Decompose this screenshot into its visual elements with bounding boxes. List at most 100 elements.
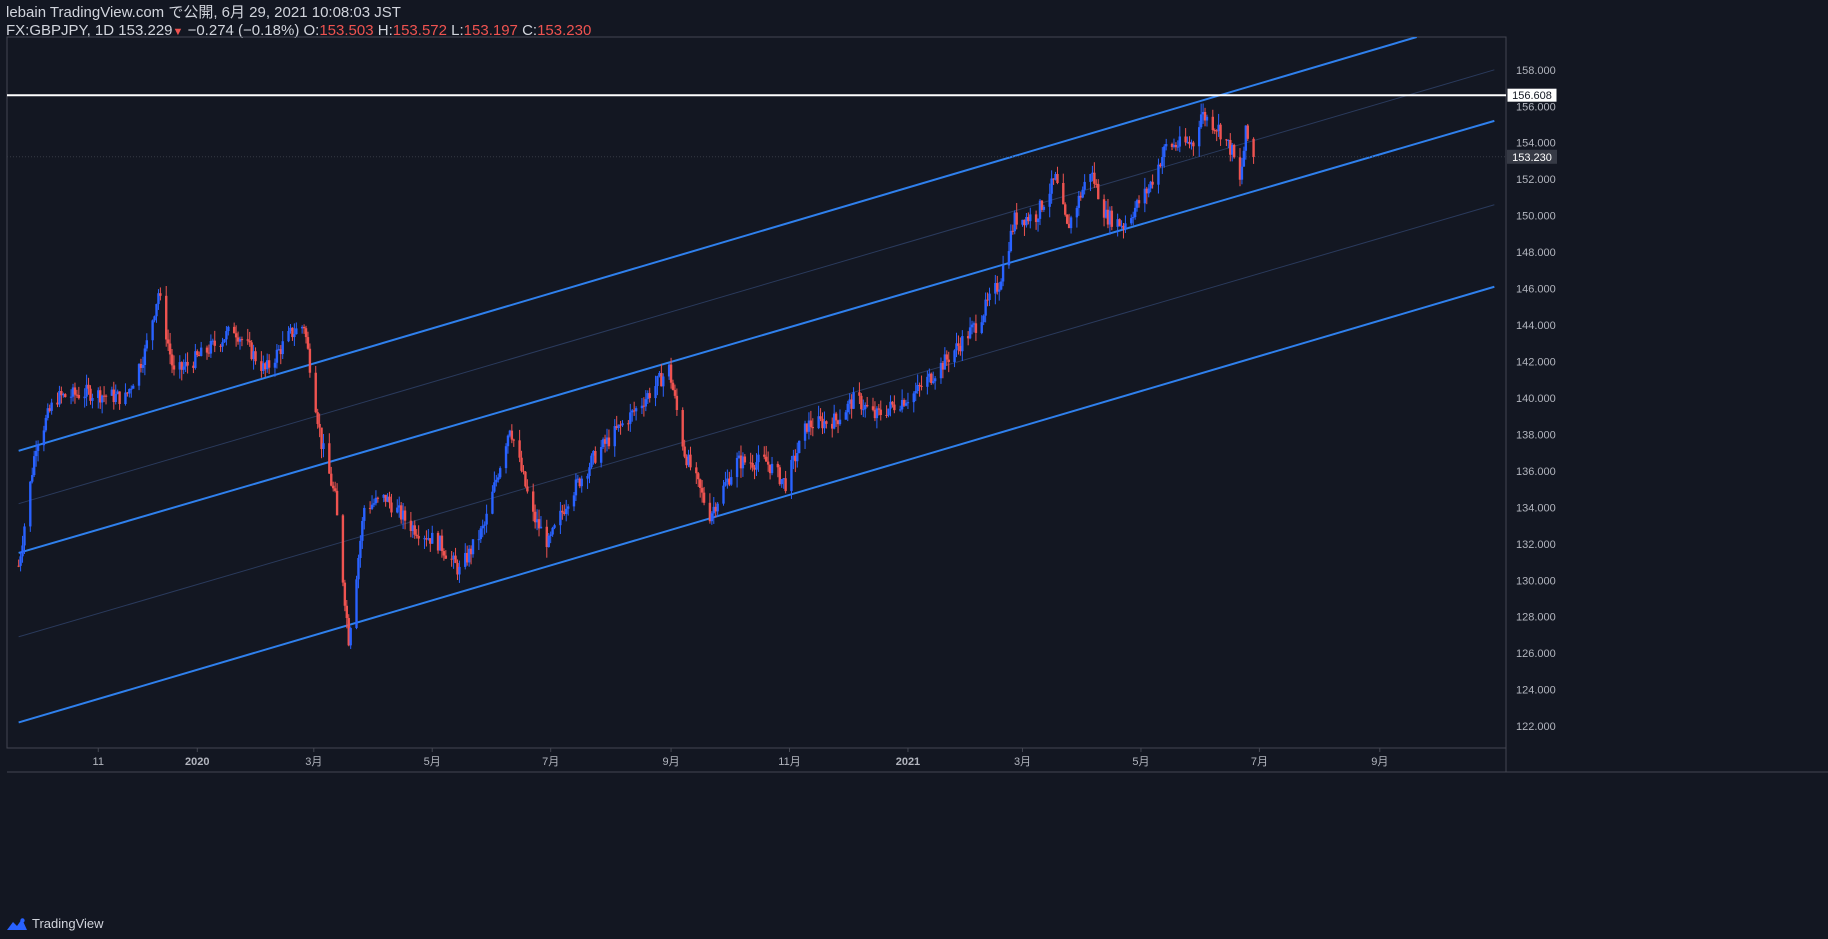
candle: [518, 429, 521, 463]
candle: [186, 352, 189, 374]
candle: [805, 423, 809, 434]
candle-body: [1231, 144, 1234, 155]
candle: [295, 322, 298, 335]
candle: [811, 418, 815, 437]
candle-body: [223, 339, 226, 343]
candle: [559, 501, 562, 534]
candle: [1054, 171, 1057, 181]
candle: [683, 439, 686, 459]
candle-body: [481, 525, 484, 529]
candle: [132, 383, 135, 389]
y-tick-label: 158.000: [1516, 65, 1556, 77]
candle: [644, 390, 648, 412]
candle-body: [770, 463, 774, 474]
candle-body: [493, 482, 496, 492]
candle: [100, 394, 104, 414]
candle: [654, 375, 657, 407]
candle: [409, 511, 413, 538]
candle-body: [320, 427, 323, 450]
candle-body: [1120, 225, 1123, 227]
candle-body: [939, 362, 943, 379]
x-tick-label: 2021: [896, 756, 920, 768]
candle-body: [19, 556, 22, 566]
candle: [912, 391, 915, 413]
candle-body: [982, 315, 985, 323]
candle-body: [768, 464, 772, 474]
y-tick-label: 134.000: [1516, 502, 1556, 514]
candle: [403, 506, 407, 530]
candle-body: [590, 455, 593, 468]
candle: [481, 519, 484, 538]
candle-body: [145, 340, 149, 349]
candle: [634, 406, 638, 421]
candle-body: [1064, 204, 1067, 215]
candle-body: [512, 439, 515, 441]
candle: [1176, 140, 1180, 151]
candle: [1027, 212, 1030, 225]
candle-body: [483, 524, 486, 526]
candle-body: [1027, 217, 1030, 222]
candle-body: [56, 402, 59, 405]
candle: [97, 387, 100, 409]
candle-body: [526, 486, 529, 492]
candle: [347, 614, 350, 647]
candle: [708, 493, 712, 524]
candle: [673, 384, 677, 399]
candle: [510, 424, 514, 444]
candle: [790, 455, 793, 499]
candle: [85, 374, 88, 407]
candle: [765, 445, 768, 462]
candle-body: [1040, 200, 1044, 210]
candle-body: [875, 408, 879, 419]
candle-body: [219, 345, 222, 347]
candle: [916, 374, 919, 394]
candle: [631, 408, 634, 422]
candle-body: [629, 412, 632, 424]
candle-body: [580, 478, 583, 487]
horizontal-level-price-label: 156.608: [1512, 90, 1552, 102]
candle: [19, 551, 22, 572]
candle-body: [415, 534, 418, 536]
candle: [184, 353, 187, 373]
candle: [279, 345, 282, 365]
candle-body: [972, 323, 976, 325]
candle: [17, 559, 20, 568]
candle: [1077, 190, 1081, 216]
price-change: −0.274 (−0.18%): [187, 22, 300, 39]
candle: [464, 543, 467, 570]
candle-body: [85, 384, 88, 397]
candle: [289, 324, 292, 334]
candle-body: [48, 408, 51, 411]
candle-body: [1065, 214, 1069, 224]
candle: [1095, 179, 1098, 188]
candle-body: [1122, 225, 1125, 229]
candle-body: [467, 548, 471, 563]
candle: [832, 404, 836, 430]
footer-brand[interactable]: TradingView: [6, 916, 104, 931]
candle-body: [926, 376, 929, 387]
candle-body: [683, 446, 686, 457]
candle-body: [506, 435, 510, 447]
candle-body: [1178, 136, 1181, 147]
candle-body: [737, 455, 741, 458]
candle-body: [450, 558, 453, 560]
candle: [914, 382, 917, 402]
candle-body: [357, 558, 360, 580]
candle-body: [495, 479, 498, 483]
candle-body: [667, 364, 671, 377]
y-tick-label: 126.000: [1516, 648, 1556, 660]
candle-body: [784, 478, 787, 492]
candle: [972, 321, 976, 333]
candle: [898, 405, 902, 412]
candle-body: [947, 359, 950, 363]
candle: [56, 392, 59, 408]
candle: [232, 322, 236, 334]
candle-body: [776, 463, 780, 468]
candle-body: [811, 427, 815, 429]
candle-body: [805, 423, 809, 432]
candle: [957, 335, 960, 355]
candle: [170, 348, 174, 374]
candle: [532, 483, 535, 522]
candle-body: [454, 555, 457, 563]
